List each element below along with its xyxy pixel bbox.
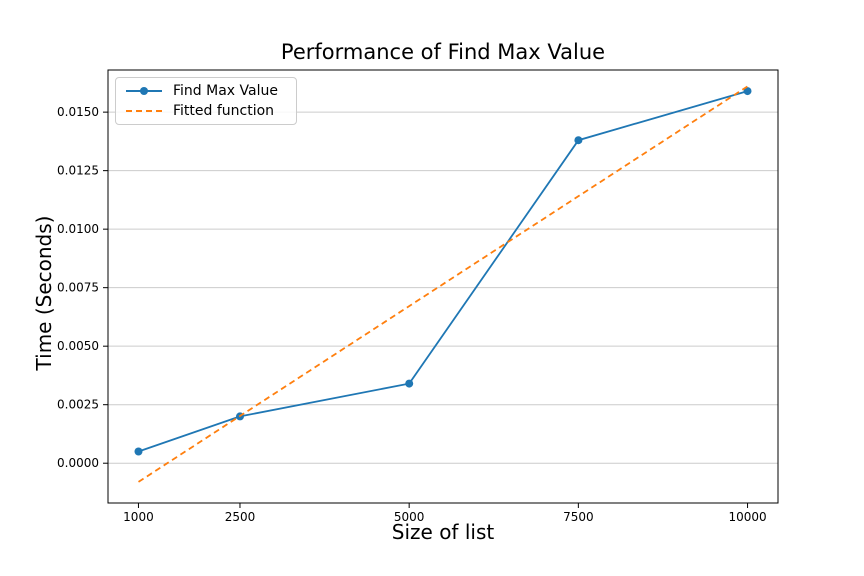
x-tick-label: 7500 [563, 510, 594, 524]
x-tick-label: 5000 [394, 510, 425, 524]
series-line-find-max-value [138, 90, 748, 453]
axes-spine [107, 69, 779, 504]
y-tick-label: 0.0150 [57, 105, 99, 119]
y-axis-label: Time (Seconds) [32, 215, 56, 371]
y-tick-label: 0.0050 [57, 339, 99, 353]
legend-item-find-max-value: Find Max Value [126, 81, 286, 101]
legend-label: Find Max Value [173, 83, 278, 99]
data-point-find-max-value [574, 136, 583, 145]
legend-dashed-line-sample [126, 110, 162, 112]
chart-title: Performance of Find Max Value [280, 40, 606, 64]
circle-marker-icon [140, 87, 148, 95]
data-point-find-max-value [134, 447, 143, 456]
legend-label: Fitted function [173, 103, 275, 119]
x-tick-label: 1000 [123, 510, 154, 524]
legend-item-fitted-function: Fitted function [126, 101, 286, 121]
y-tick-label: 0.0100 [57, 222, 99, 236]
legend: Find Max Value Fitted function [115, 77, 297, 125]
x-tick-label: 2500 [225, 510, 256, 524]
x-tick-label: 10000 [728, 510, 766, 524]
x-axis-label: Size of list [391, 520, 495, 544]
y-tick-label: 0.0125 [57, 164, 99, 178]
data-point-find-max-value [405, 379, 414, 388]
y-tick-label: 0.0000 [57, 456, 99, 470]
legend-solid-line-marker-sample [126, 87, 162, 95]
y-tick-label: 0.0025 [57, 398, 99, 412]
y-tick-label: 0.0075 [57, 281, 99, 295]
series-line-fitted-function [138, 85, 748, 483]
data-point-find-max-value [743, 87, 752, 96]
